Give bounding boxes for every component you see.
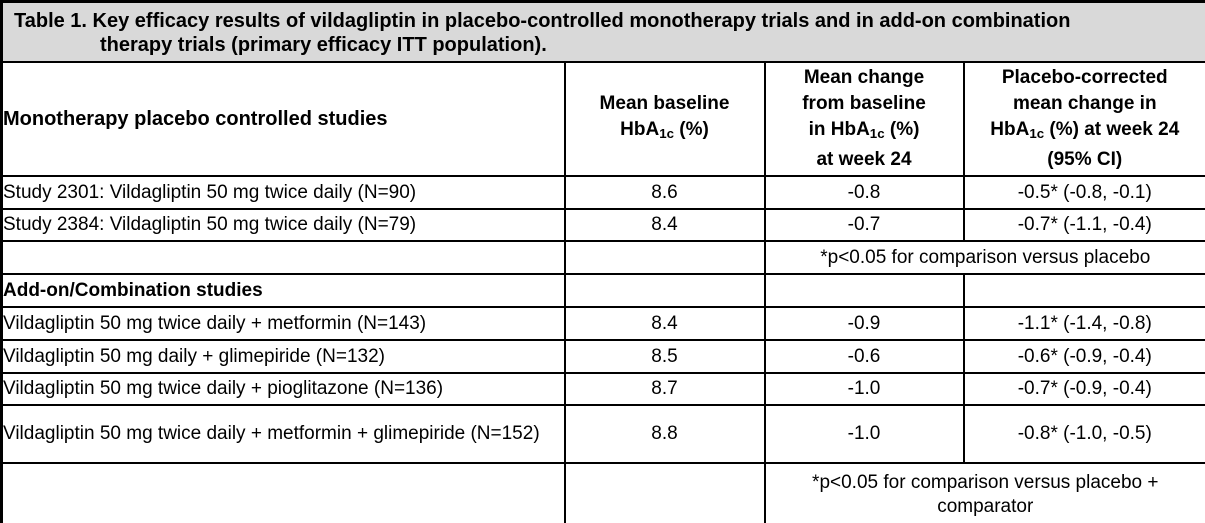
table-title-row: Table 1. Key efficacy results of vildagl… xyxy=(0,0,1205,63)
change-value: -1.0 xyxy=(763,372,965,406)
corrected-value: -0.6* (-0.9, -0.4) xyxy=(962,339,1205,374)
table-row-pioglitazone: Vildagliptin 50 mg twice daily + pioglit… xyxy=(0,372,1205,406)
study-label: Vildagliptin 50 mg twice daily + metform… xyxy=(0,306,566,341)
combination-section-row: Add-on/Combination studies xyxy=(0,273,1205,308)
table-row-glimepiride: Vildagliptin 50 mg daily + glimepiride (… xyxy=(0,339,1205,374)
header-placebo-corrected: Placebo-corrected mean change in HbA1c (%)… xyxy=(962,61,1205,177)
table-title-line1: Table 1. Key efficacy results of vildagl… xyxy=(14,10,1071,32)
baseline-value: 8.5 xyxy=(563,339,766,374)
corrected-value: -1.1* (-1.4, -0.8) xyxy=(962,306,1205,341)
header-monotherapy-studies: Monotherapy placebo controlled studies xyxy=(0,61,566,177)
corrected-value: -0.8* (-1.0, -0.5) xyxy=(962,404,1205,464)
corrected-value: -0.7* (-1.1, -0.4) xyxy=(962,208,1205,242)
combination-section-label: Add-on/Combination studies xyxy=(0,273,566,308)
empty-cell xyxy=(0,240,566,275)
corrected-value: -0.7* (-0.9, -0.4) xyxy=(962,372,1205,406)
header-mean-baseline: Mean baseline HbA1c (%) xyxy=(563,61,766,177)
empty-cell xyxy=(962,273,1205,308)
table-row-metformin: Vildagliptin 50 mg twice daily + metform… xyxy=(0,306,1205,341)
table-title-line2: therapy trials (primary efficacy ITT pop… xyxy=(100,34,547,56)
combination-footnote-row: *p<0.05 for comparison versus placebo + … xyxy=(0,462,1205,523)
empty-cell xyxy=(0,462,566,523)
study-label: Vildagliptin 50 mg daily + glimepiride (… xyxy=(0,339,566,374)
table-row-metformin-glimepiride: Vildagliptin 50 mg twice daily + metform… xyxy=(0,404,1205,464)
monotherapy-footnote-row: *p<0.05 for comparison versus placebo xyxy=(0,240,1205,275)
empty-cell xyxy=(763,273,965,308)
header-mean-change: Mean change from baseline in HbA1c (%) at w… xyxy=(763,61,965,177)
study-label: Study 2301: Vildagliptin 50 mg twice dai… xyxy=(0,175,566,210)
baseline-value: 8.8 xyxy=(563,404,766,464)
change-value: -0.9 xyxy=(763,306,965,341)
change-value: -1.0 xyxy=(763,404,965,464)
table-row-study-2384: Study 2384: Vildagliptin 50 mg twice dai… xyxy=(0,208,1205,242)
monotherapy-footnote: *p<0.05 for comparison versus placebo xyxy=(763,240,1205,275)
empty-cell xyxy=(563,240,766,275)
baseline-value: 8.4 xyxy=(563,306,766,341)
table-title-cell: Table 1. Key efficacy results of vildagl… xyxy=(0,0,1205,63)
corrected-value: -0.5* (-0.8, -0.1) xyxy=(962,175,1205,210)
table-row-study-2301: Study 2301: Vildagliptin 50 mg twice dai… xyxy=(0,175,1205,210)
study-label: Vildagliptin 50 mg twice daily + pioglit… xyxy=(0,372,566,406)
combination-footnote: *p<0.05 for comparison versus placebo + … xyxy=(763,462,1205,523)
baseline-value: 8.6 xyxy=(563,175,766,210)
empty-cell xyxy=(563,273,766,308)
baseline-value: 8.4 xyxy=(563,208,766,242)
study-label: Vildagliptin 50 mg twice daily + metform… xyxy=(0,404,566,464)
change-value: -0.6 xyxy=(763,339,965,374)
column-header-row: Monotherapy placebo controlled studies M… xyxy=(0,61,1205,177)
baseline-value: 8.7 xyxy=(563,372,766,406)
change-value: -0.8 xyxy=(763,175,965,210)
change-value: -0.7 xyxy=(763,208,965,242)
study-label: Study 2384: Vildagliptin 50 mg twice dai… xyxy=(0,208,566,242)
empty-cell xyxy=(563,462,766,523)
